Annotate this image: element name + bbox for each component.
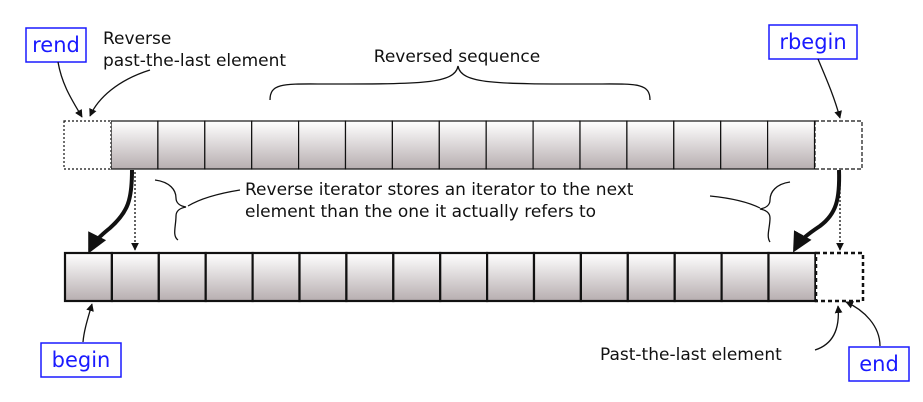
forward-cell-11 (534, 253, 581, 301)
forward-cell-8 (393, 253, 440, 301)
reverse-past-label-line2: past-the-last element (103, 51, 286, 71)
rend-label: rend (32, 33, 80, 57)
reversed-cell-4 (252, 121, 299, 169)
reversed-cell-11 (580, 121, 627, 169)
reversed-cell-5 (299, 121, 346, 169)
reversed-cell-8 (439, 121, 486, 169)
forward-cell-10 (487, 253, 534, 301)
rend-past-cell (64, 121, 111, 169)
forward-sequence-row (65, 253, 815, 301)
note-line1: Reverse iterator stores an iterator to t… (245, 180, 634, 200)
forward-cell-3 (159, 253, 206, 301)
reversed-cell-10 (533, 121, 580, 169)
past-the-last-arrow (815, 306, 838, 350)
reversed-cell-12 (627, 121, 674, 169)
reversed-cell-9 (486, 121, 533, 169)
rbegin-label: rbegin (779, 30, 846, 54)
reversed-cell-1 (111, 121, 158, 169)
reversed-cell-14 (721, 121, 768, 169)
forward-cell-15 (722, 253, 769, 301)
forward-cell-12 (581, 253, 628, 301)
rend-to-begin-thick-arrow (90, 170, 132, 250)
note-brace-left (155, 180, 186, 240)
forward-cell-7 (346, 253, 393, 301)
reversed-cell-7 (392, 121, 439, 169)
forward-cell-5 (253, 253, 300, 301)
end-arrow (846, 302, 880, 346)
reversed-cell-15 (768, 121, 815, 169)
note-brace-right (760, 182, 790, 242)
rbegin-cell-outline (815, 121, 862, 169)
reversed-sequence-label: Reversed sequence (374, 47, 540, 67)
note-connector-left (188, 190, 240, 206)
note-line2: element than the one it actually refers … (245, 202, 596, 222)
forward-cell-13 (628, 253, 675, 301)
end-label: end (859, 352, 899, 376)
rend-arrow (58, 62, 82, 117)
forward-cell-6 (300, 253, 347, 301)
reversed-cell-2 (158, 121, 205, 169)
past-the-last-label: Past-the-last element (600, 345, 782, 365)
forward-cell-14 (675, 253, 722, 301)
forward-cell-4 (206, 253, 253, 301)
rbegin-arrow (818, 59, 840, 118)
begin-arrow (83, 304, 92, 342)
forward-cell-2 (112, 253, 159, 301)
reverse-past-arrow (90, 70, 150, 116)
reversed-cell-3 (205, 121, 252, 169)
reversed-cell-13 (674, 121, 721, 169)
begin-label: begin (52, 348, 111, 372)
reverse-past-label-line1: Reverse (103, 29, 171, 49)
note-connector-right (710, 196, 760, 208)
rbegin-to-last-thick-arrow (795, 170, 839, 249)
forward-cell-1 (65, 253, 112, 301)
forward-cell-16 (769, 253, 816, 301)
reversed-sequence-row (111, 121, 815, 169)
end-past-cell (816, 253, 863, 301)
reversed-cell-6 (346, 121, 393, 169)
reversed-sequence-brace (270, 66, 650, 100)
forward-cell-9 (440, 253, 487, 301)
